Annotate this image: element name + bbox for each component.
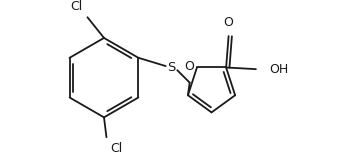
Text: OH: OH [269,63,288,76]
Text: Cl: Cl [110,142,122,155]
Text: Cl: Cl [70,0,82,13]
Text: O: O [224,16,234,29]
Text: S: S [167,61,176,74]
Text: O: O [184,60,194,73]
